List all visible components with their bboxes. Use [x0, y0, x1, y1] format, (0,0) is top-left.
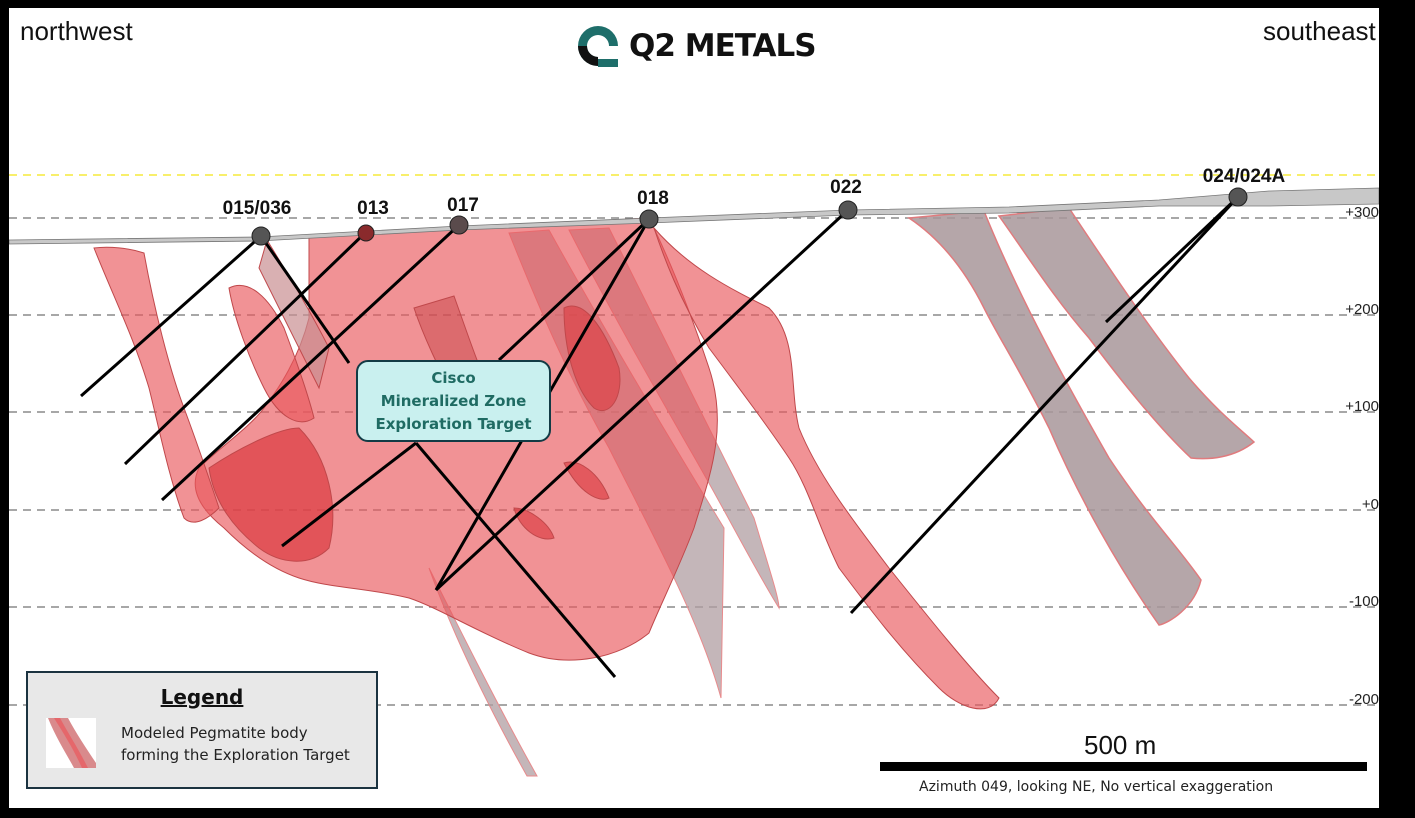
legend: Legend Modeled Pegmatite body forming th… [26, 671, 378, 789]
drill-hole-label: 022 [830, 177, 862, 198]
q2-logo-icon [578, 26, 618, 67]
elevation-label: -200 [1348, 691, 1379, 708]
scale-label: 500 m [1084, 730, 1157, 760]
drill-collars [251, 187, 1248, 246]
elevation-label: +200 [1345, 301, 1379, 318]
elevation-label: +100 [1345, 398, 1379, 415]
direction-northwest: northwest [20, 16, 133, 46]
direction-southeast: southeast [1263, 16, 1376, 46]
callout-line: Exploration Target [375, 414, 532, 433]
drill-hole-label: 013 [357, 198, 389, 219]
exploration-target-callout: Cisco Mineralized Zone Exploration Targe… [356, 360, 551, 442]
elevation-label: -100 [1348, 593, 1379, 610]
drill-hole-label: 018 [637, 188, 669, 209]
cross-section-figure: northwest southeast Q2 METALS +300 +200 … [9, 8, 1379, 808]
pegmatite-bodies-grey [906, 207, 1256, 626]
legend-item-line: forming the Exploration Target [121, 746, 350, 764]
scale-caption: Azimuth 049, looking NE, No vertical exa… [919, 779, 1274, 795]
legend-item-line: Modeled Pegmatite body [121, 724, 308, 742]
pegmatite-bodies-red [93, 217, 1000, 710]
elevation-label: +300 [1345, 204, 1379, 221]
elevation-label: +0 [1361, 496, 1379, 513]
drill-hole-label: 017 [447, 195, 479, 216]
drill-hole-label: 024/024A [1202, 166, 1286, 187]
callout-line: Mineralized Zone [380, 391, 527, 410]
ground-surface [9, 187, 1379, 245]
callout-line: Cisco [431, 368, 476, 387]
legend-item-text: Modeled Pegmatite body forming the Explo… [121, 722, 350, 766]
logo-text: Q2 METALS [629, 28, 817, 64]
legend-title: Legend [160, 685, 244, 709]
company-logo: Q2 METALS [575, 22, 817, 70]
scale-bar [880, 762, 1367, 771]
pegmatite-swatch-icon [46, 718, 96, 768]
drill-hole-label: 015/036 [222, 198, 292, 219]
